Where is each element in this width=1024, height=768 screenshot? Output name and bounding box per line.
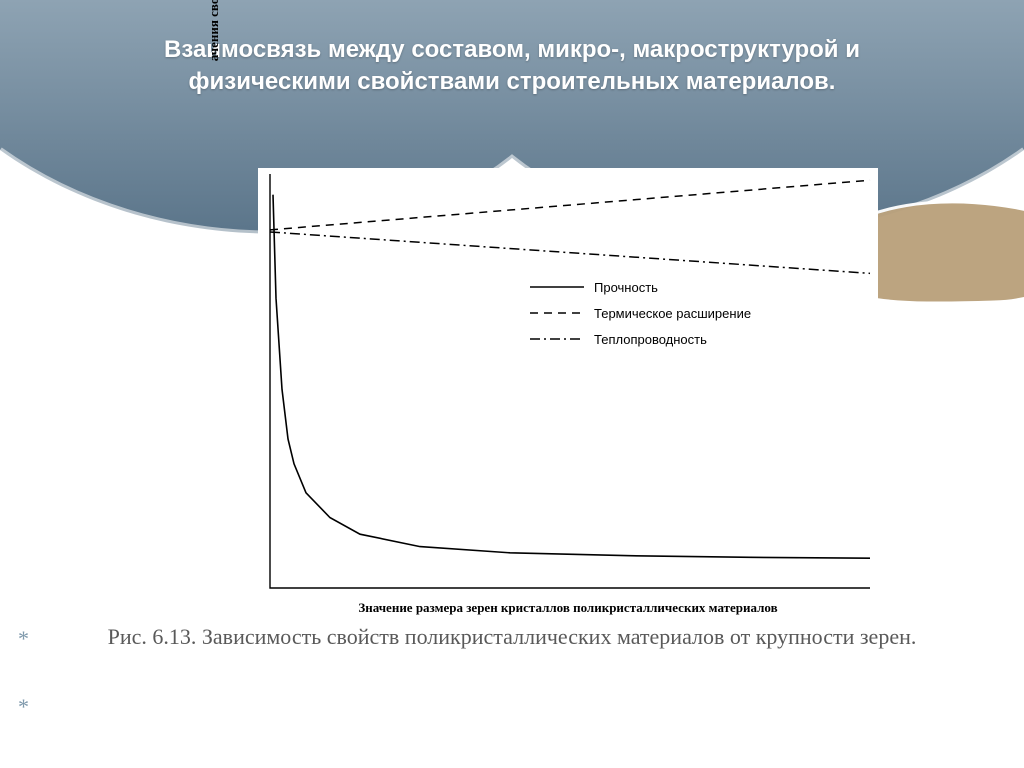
series-Термическое расширение [270,180,870,230]
slide: Взаимосвязь между составом, микро-, макр… [0,0,1024,768]
chart-area [258,168,878,598]
series-Прочность [273,195,870,558]
legend-sample-strength [530,280,584,294]
slide-title: Взаимосвязь между составом, микро-, макр… [0,34,1024,99]
legend-label: Прочность [594,280,658,295]
legend-label: Теплопроводность [594,332,707,347]
legend-item-thermal-conductivity: Теплопроводность [530,330,751,348]
legend-sample-thermal-expansion [530,306,584,320]
legend-sample-thermal-conductivity [530,332,584,346]
bullet-asterisk-icon: * [18,694,29,720]
series-Теплопроводность [270,232,870,273]
chart-svg [258,168,878,598]
chart-x-axis-label: Значение размера зерен кристаллов поликр… [258,600,878,616]
chart-y-axis-label: ачения свойств материалов [206,0,222,180]
figure-caption-text: Рис. 6.13. Зависимость свойств поликрист… [108,624,917,649]
legend-label: Термическое расширение [594,306,751,321]
legend-item-strength: Прочность [530,278,751,296]
figure-caption: * Рис. 6.13. Зависимость свойств поликри… [0,622,1024,652]
chart-legend: Прочность Термическое расширение Теплопр… [530,278,751,356]
legend-item-thermal-expansion: Термическое расширение [530,304,751,322]
bullet-asterisk-icon: * [18,624,29,654]
